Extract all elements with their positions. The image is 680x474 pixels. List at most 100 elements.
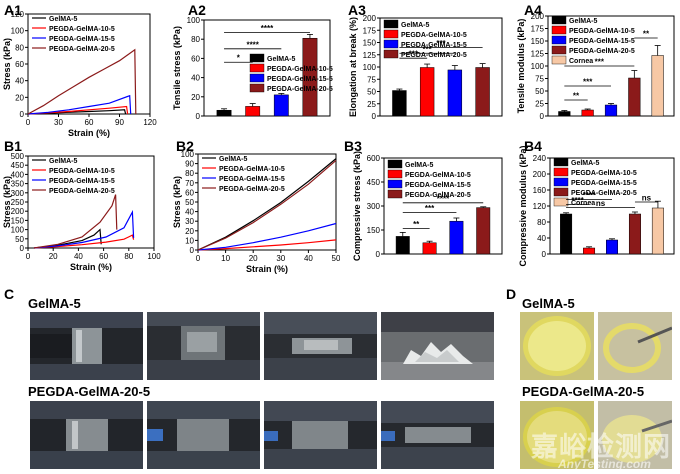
y-tick-label: 450 [367,178,381,187]
legend-swatch [551,15,567,25]
y-tick-label: 500 [11,152,25,161]
y-tick-label: 100 [187,16,201,25]
y-tick-label: 150 [363,39,377,48]
y-tick-label: 80 [191,35,200,44]
photo-d-gelma-2 [598,312,672,380]
watermark-en: AnyTesting.com [558,457,651,471]
legend-label: PEGDA-GelMA-20-5 [219,186,285,193]
legend-swatch [553,167,569,177]
y-tick-label: 60 [185,188,194,197]
c-label-pegda: PEGDA-GelMA-20-5 [28,384,151,399]
significance-label: *** [409,50,419,59]
y-tick-label: 200 [363,14,377,23]
y-tick-label: 0 [190,246,195,255]
significance-label: *** [436,39,446,48]
x-axis-label: Strain (%) [70,262,112,272]
y-tick-label: 100 [531,62,545,71]
x-tick-label: 20 [49,252,58,261]
y-tick-label: 20 [185,227,194,236]
y-tick-label: 600 [367,154,381,163]
series-line-gelma-5 [197,158,337,251]
legend-swatch [551,55,567,65]
legend-swatch [383,19,399,29]
y-tick-label: 250 [11,198,25,207]
bar-pegda-gelma-10-5 [583,247,596,255]
x-tick-label: 80 [124,252,133,261]
y-tick-label: 125 [531,50,545,59]
bar-pegda-gelma-15-5 [604,104,618,117]
series-line-pegda-gelma-15-5 [197,222,337,251]
photo-d-pegda-2 [598,401,672,469]
y-tick-label: 200 [531,12,545,21]
y-tick-label: 70 [185,179,194,188]
legend-label: PEGDA-GelMA-20-5 [405,192,471,199]
bar-pegda-gelma-20-5 [628,77,641,117]
x-tick-label: 40 [74,252,83,261]
y-tick-label: 300 [11,189,25,198]
y-tick-label: 200 [533,170,547,179]
legend-label: PEGDA-GelMA-20-5 [49,188,115,195]
series-line-pegda-gelma-10-5 [197,239,337,251]
y-tick-label: 80 [185,169,194,178]
legend-label: Cornea [569,58,593,65]
bar-pegda-gelma-20-5 [628,213,641,255]
y-tick-label: 0 [376,250,381,259]
bar-gelma-5 [392,90,407,117]
x-tick-label: 30 [276,254,285,263]
legend-label: GelMA-5 [401,22,430,29]
y-tick-label: 100 [11,226,25,235]
legend-label: PEGDA-GelMA-10-5 [405,172,471,179]
legend-label: PEGDA-GelMA-20-5 [569,48,635,55]
photo-c-gelma-1 [30,312,143,380]
bar-pegda-gelma-15-5 [447,69,463,117]
y-tick-label: 40 [15,77,24,86]
panel-label-b2: B2 [176,138,194,154]
y-tick-label: 150 [11,216,25,225]
legend-swatch [553,157,569,167]
y-tick-label: 25 [367,100,376,109]
legend-label: PEGDA-GelMA-10-5 [49,168,115,175]
photo-d-gelma-1 [520,312,594,380]
panel-label-a4: A4 [524,2,542,18]
x-tick-label: 0 [26,118,31,127]
significance-label: ** [643,30,650,39]
legend-label: PEGDA-GelMA-20-5 [49,46,115,53]
y-axis-label: Compressive stress (kPa) [352,151,362,261]
y-tick-label: 25 [535,100,544,109]
photo-c-gelma-4 [381,312,494,380]
legend-label: PEGDA-GelMA-15-5 [219,176,285,183]
y-tick-label: 175 [531,25,545,34]
significance-label: ns [642,194,652,203]
y-tick-label: 50 [367,88,376,97]
legend-label: PEGDA-GelMA-15-5 [571,180,637,187]
legend-label: GelMA-5 [49,16,78,23]
series-line-pegda-gelma-10-5 [33,234,135,249]
photo-d-pegda-1 [520,401,594,469]
y-tick-label: 0 [372,112,377,121]
panel-label-a2: A2 [188,2,206,18]
y-tick-label: 0 [540,112,545,121]
significance-label: *** [583,78,593,87]
x-tick-label: 0 [196,254,201,263]
y-tick-label: 0 [20,110,25,119]
y-tick-label: 20 [191,93,200,102]
y-axis-label: Elongation at break (%) [348,17,358,117]
y-tick-label: 50 [535,87,544,96]
legend-swatch [553,177,569,187]
x-tick-label: 20 [249,254,258,263]
bar-pegda-gelma-15-5 [606,239,618,255]
y-tick-label: 40 [185,208,194,217]
x-tick-label: 0 [26,252,31,261]
y-axis-label: Stress (kPa) [172,176,182,228]
y-axis-label: Tensile stress (kPa) [172,26,182,110]
y-axis-label: Stress (kPa) [2,176,12,228]
series-line-pegda-gelma-15-5 [33,209,135,249]
x-tick-label: 50 [332,254,340,263]
panel-label-c: C [4,286,15,302]
y-tick-label: 20 [15,93,24,102]
bar-pegda-gelma-10-5 [581,109,594,117]
legend-swatch [387,189,403,199]
legend-label: GelMA-5 [219,156,248,163]
